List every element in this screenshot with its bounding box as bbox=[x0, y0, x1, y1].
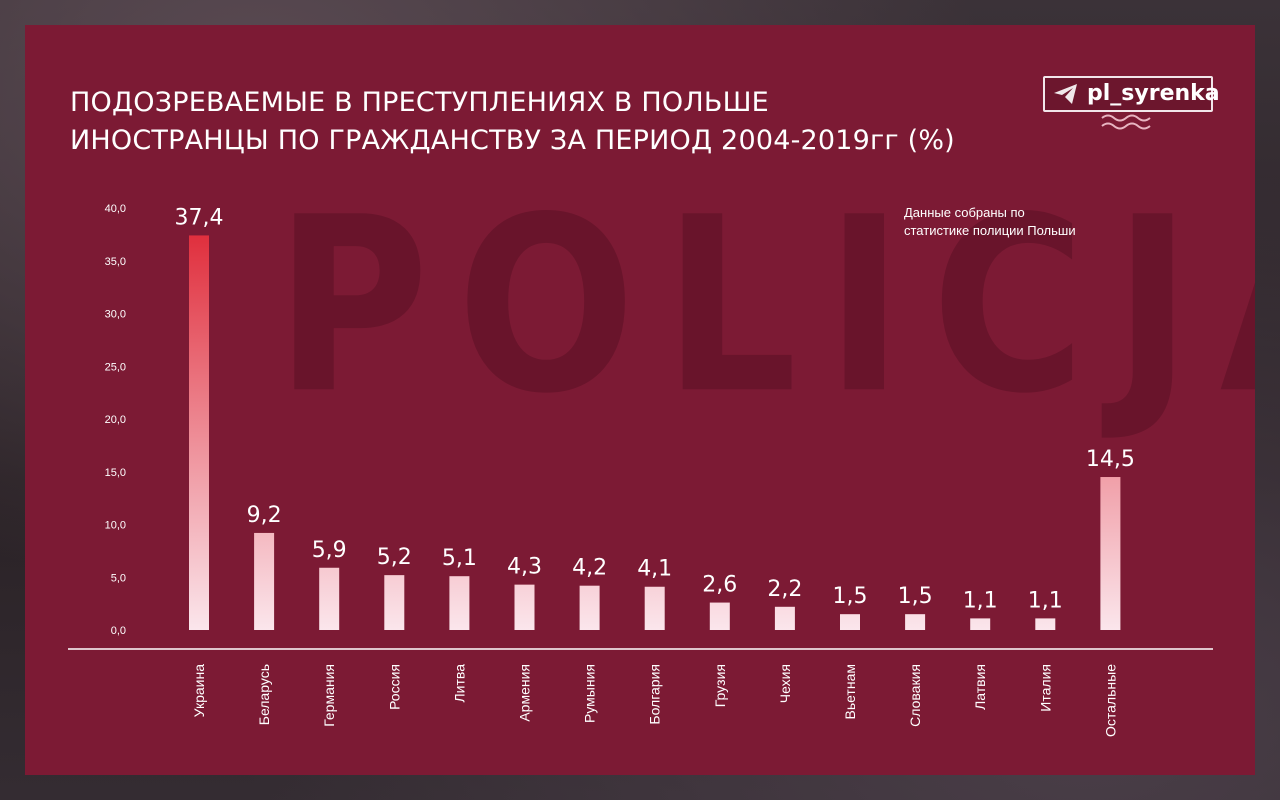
y-tick-label: 40,0 bbox=[105, 203, 126, 215]
bar bbox=[840, 614, 860, 630]
category-label: Украина bbox=[191, 664, 207, 718]
data-source-note: Данные собраны по статистике полиции Пол… bbox=[904, 204, 1076, 240]
category-label: Латвия bbox=[972, 664, 988, 710]
bar bbox=[449, 576, 470, 630]
category-label: Румыния bbox=[582, 664, 598, 723]
y-axis: 0,0 5,0 10,0 15,0 20,0 25,0 30,0 35,0 40,0 bbox=[105, 203, 126, 637]
category-label: Болгария bbox=[647, 664, 663, 725]
value-label: 9,2 bbox=[247, 503, 282, 528]
value-label: 1,5 bbox=[898, 584, 933, 609]
value-label: 2,6 bbox=[702, 573, 737, 598]
value-label: 5,9 bbox=[312, 538, 347, 563]
policja-watermark: POLICJA bbox=[275, 165, 1255, 447]
category-labels: Украина Беларусь Германия Россия Литва Армени… bbox=[191, 664, 1118, 737]
value-label: 2,2 bbox=[767, 577, 802, 602]
value-label: 4,1 bbox=[637, 557, 672, 582]
category-label: Италия bbox=[1037, 664, 1053, 712]
y-tick-label: 35,0 bbox=[105, 256, 126, 268]
category-label: Вьетнам bbox=[842, 664, 858, 720]
bars bbox=[189, 235, 1121, 630]
bar bbox=[579, 585, 600, 630]
category-label: Германия bbox=[321, 664, 337, 727]
value-label: 37,4 bbox=[175, 205, 224, 230]
y-tick-label: 20,0 bbox=[105, 414, 126, 426]
note-line-2: статистике полиции Польши bbox=[904, 223, 1076, 238]
value-label: 1,5 bbox=[833, 584, 868, 609]
brand-logo[interactable]: pl_syrenka bbox=[1043, 76, 1220, 112]
value-label: 5,1 bbox=[442, 546, 477, 571]
category-label: Армения bbox=[517, 664, 533, 722]
category-label: Грузия bbox=[712, 664, 728, 707]
bar bbox=[254, 532, 275, 630]
category-label: Словакия bbox=[907, 664, 923, 727]
category-label: Литва bbox=[451, 664, 467, 703]
waves-icon bbox=[1100, 112, 1158, 137]
value-label: 5,2 bbox=[377, 545, 412, 570]
y-tick-label: 0,0 bbox=[111, 625, 126, 637]
bar bbox=[709, 602, 730, 630]
bar bbox=[319, 567, 340, 630]
bar bbox=[384, 575, 405, 630]
y-tick-label: 15,0 bbox=[105, 467, 126, 479]
y-tick-label: 25,0 bbox=[105, 361, 126, 373]
bar bbox=[644, 586, 665, 630]
bar bbox=[189, 235, 209, 630]
value-label: 4,2 bbox=[572, 556, 607, 581]
category-label: Беларусь bbox=[256, 664, 272, 725]
paper-plane-icon bbox=[1053, 83, 1079, 110]
bar bbox=[905, 614, 926, 630]
category-label: Остальные bbox=[1102, 664, 1118, 737]
bar bbox=[1035, 618, 1056, 630]
value-label: 4,3 bbox=[507, 555, 542, 580]
y-tick-label: 10,0 bbox=[105, 520, 126, 532]
category-label: Россия bbox=[386, 664, 402, 710]
bar bbox=[514, 584, 535, 630]
chart-title-line-1: ПОДОЗРЕВАЕМЫЕ В ПРЕСТУПЛЕНИЯХ В ПОЛЬШЕ bbox=[70, 87, 769, 118]
chart-title-line-2: ИНОСТРАНЦЫ ПО ГРАЖДАНСТВУ ЗА ПЕРИОД 2004… bbox=[70, 125, 955, 156]
value-label: 14,5 bbox=[1086, 447, 1135, 472]
chart-panel: POLICJA bbox=[25, 25, 1255, 775]
note-line-1: Данные собраны по bbox=[904, 205, 1025, 220]
chart-title: ПОДОЗРЕВАЕМЫЕ В ПРЕСТУПЛЕНИЯХ В ПОЛЬШЕ И… bbox=[70, 84, 955, 160]
bar bbox=[1100, 477, 1121, 630]
bar bbox=[970, 618, 991, 630]
y-tick-label: 5,0 bbox=[111, 572, 126, 584]
value-labels: 37,4 9,2 5,9 5,2 5,1 4,3 4,2 4,1 2,6 2,2 1,5 1,5 1,1… bbox=[175, 205, 1135, 613]
category-label: Чехия bbox=[777, 664, 793, 703]
value-label: 1,1 bbox=[963, 588, 998, 613]
y-tick-label: 30,0 bbox=[105, 309, 126, 321]
value-label: 1,1 bbox=[1028, 588, 1063, 613]
logo-text: pl_syrenka bbox=[1087, 81, 1220, 106]
bar bbox=[774, 606, 795, 630]
